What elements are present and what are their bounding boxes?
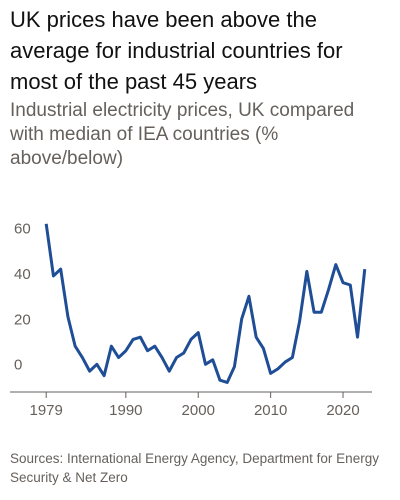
y-tick-label: 60	[14, 221, 31, 238]
y-tick-label: 0	[14, 357, 22, 374]
chart-title: UK prices have been above the average fo…	[10, 7, 343, 94]
y-tick-label: 20	[14, 311, 31, 328]
source-note: Sources: International Energy Agency, De…	[10, 451, 379, 485]
x-tick-label: 2000	[182, 402, 215, 419]
chart-subtitle: Industrial electricity prices, UK compar…	[10, 100, 355, 169]
x-tick-label: 1979	[30, 402, 63, 419]
x-tick-label: 2020	[326, 402, 359, 419]
data-line	[44, 223, 367, 384]
chart: 0 20 40 60 1979 1990 2000 2010 2020	[10, 221, 372, 419]
y-tick-label: 40	[14, 266, 31, 283]
x-tick-label: 1990	[109, 402, 142, 419]
x-tick-label: 2010	[254, 402, 287, 419]
